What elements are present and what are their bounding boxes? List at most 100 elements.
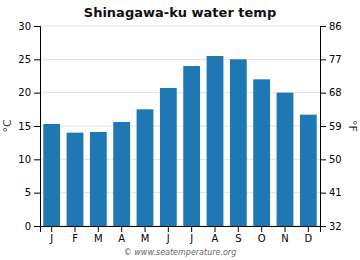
y-axis-label: °C <box>1 119 14 133</box>
bar <box>160 88 177 226</box>
tick-label: 86 <box>329 21 342 32</box>
tick-label: 5 <box>25 187 31 198</box>
tick-line <box>320 26 326 27</box>
axis-domain <box>321 27 327 227</box>
tick-line <box>191 226 192 232</box>
tick-line <box>320 226 326 227</box>
tick-label: M <box>94 233 103 244</box>
tick-line <box>75 226 76 232</box>
tick-line <box>320 93 326 94</box>
tick-line <box>34 193 40 194</box>
tick-line <box>98 226 99 232</box>
tick-label: 25 <box>18 54 31 65</box>
tick-label: 50 <box>329 154 342 165</box>
tick-line <box>34 26 40 27</box>
tick-line <box>145 226 146 232</box>
tick-line <box>320 193 326 194</box>
tick-line <box>51 226 52 232</box>
tick-label: M <box>141 233 150 244</box>
tick-label: 30 <box>18 21 31 32</box>
tick: 30 <box>18 21 40 32</box>
tick: D <box>304 226 312 244</box>
bar <box>43 124 60 226</box>
tick-label: 41 <box>329 187 342 198</box>
tick: M <box>94 226 103 244</box>
tick: 68 <box>320 87 342 98</box>
bar <box>277 93 294 226</box>
y-axis: 0 5 10 15 20 25 30 <box>18 21 40 232</box>
tick: A <box>212 226 219 244</box>
axis-domain <box>41 227 321 233</box>
tick-line <box>34 59 40 60</box>
tick-line <box>320 59 326 60</box>
grid <box>40 26 320 226</box>
x-axis: JFMAMJJASOND <box>41 226 321 244</box>
bar <box>253 79 270 226</box>
tick-line <box>168 226 169 232</box>
tick: J <box>166 226 170 244</box>
tick-line <box>34 226 40 227</box>
tick: M <box>141 226 150 244</box>
tick: 20 <box>18 87 40 98</box>
tick-line <box>238 226 239 232</box>
tick-label: J <box>49 233 53 244</box>
bar <box>183 66 200 226</box>
tick-line <box>34 159 40 160</box>
tick: 41 <box>320 187 342 198</box>
tick-line <box>34 93 40 94</box>
tick-line <box>34 126 40 127</box>
title: Shinagawa-ku water temp <box>84 5 276 20</box>
tick-label: S <box>235 233 241 244</box>
tick-line <box>121 226 122 232</box>
annotation: © www.seatemperature.org <box>124 248 236 257</box>
tick-line <box>261 226 262 232</box>
tick: 5 <box>25 187 40 198</box>
tick-line <box>320 159 326 160</box>
tick-label: 68 <box>329 87 342 98</box>
tick-label: 77 <box>329 54 342 65</box>
tick: 15 <box>18 121 40 132</box>
bar <box>113 122 130 226</box>
tick: 32 <box>320 221 342 232</box>
tick: J <box>189 226 193 244</box>
grid-line <box>40 59 320 60</box>
tick-label: 59 <box>329 121 342 132</box>
tick: N <box>281 226 288 244</box>
tick: 25 <box>18 54 40 65</box>
grid-line <box>40 26 320 27</box>
y2-axis-label: °F <box>346 120 359 132</box>
bar <box>207 56 224 226</box>
bar <box>137 109 154 226</box>
tick: 0 <box>25 221 40 232</box>
tick-label: O <box>258 233 266 244</box>
tick-line <box>320 126 326 127</box>
tick-label: F <box>72 233 78 244</box>
tick: F <box>72 226 78 244</box>
tick: 77 <box>320 54 342 65</box>
tick-label: 32 <box>329 221 342 232</box>
tick: A <box>118 226 125 244</box>
bar <box>230 59 247 226</box>
tick: S <box>235 226 241 244</box>
tick-label: 0 <box>25 221 31 232</box>
plot-area: J F M A M J J A S O N D 0 5 10 15 20 25 30 32 41 50 59 68 77 86 <box>18 21 341 244</box>
tick-label: 10 <box>18 154 31 165</box>
chart-container: J F M A M J J A S O N D 0 5 10 15 20 25 30 32 41 50 59 68 77 86 Sh… <box>0 0 360 260</box>
tick-label: A <box>118 233 125 244</box>
tick-label: A <box>212 233 219 244</box>
tick-label: 20 <box>18 87 31 98</box>
chart-svg: J F M A M J J A S O N D 0 5 10 15 20 25 30 32 41 50 59 68 77 86 Sh… <box>0 0 360 260</box>
tick: 59 <box>320 121 342 132</box>
tick-label: D <box>304 233 312 244</box>
tick-label: 15 <box>18 121 31 132</box>
axis-domain <box>34 27 41 227</box>
tick-label: J <box>166 233 170 244</box>
tick: 86 <box>320 21 342 32</box>
tick: J <box>49 226 53 244</box>
tick: 50 <box>320 154 342 165</box>
tick-line <box>308 226 309 232</box>
bars <box>43 56 316 226</box>
bar <box>90 132 107 226</box>
y2-axis: 32 41 50 59 68 77 86 <box>320 21 342 232</box>
bar <box>300 115 317 226</box>
